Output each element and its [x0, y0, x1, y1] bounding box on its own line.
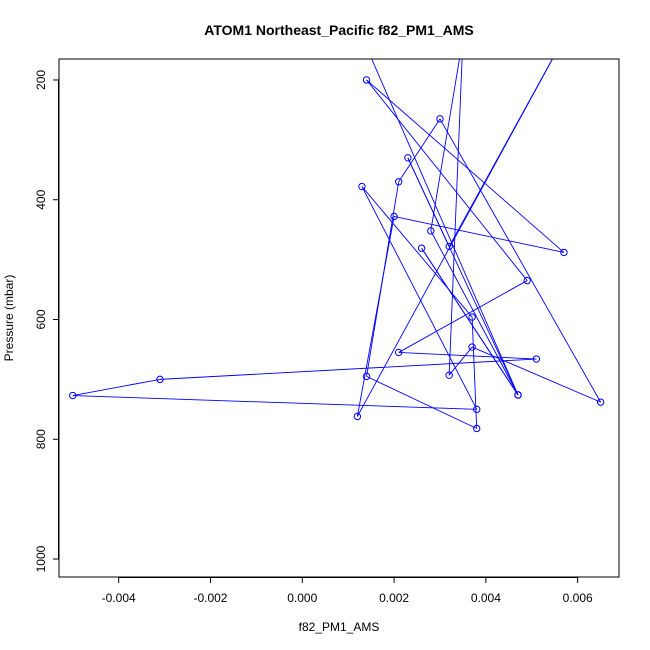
series-segment	[439, 118, 602, 403]
x-tick-label: 0.006	[563, 591, 593, 605]
series-segment	[448, 59, 463, 376]
series-segment	[393, 216, 565, 253]
data-point	[473, 405, 481, 414]
x-tick-label: 0.000	[287, 591, 317, 605]
data-point	[473, 424, 481, 433]
series-segment	[398, 118, 441, 183]
series-segment	[72, 378, 161, 396]
data-point	[362, 372, 371, 381]
series-segment	[471, 346, 601, 403]
x-axis-label: f82_PM1_AMS	[299, 620, 380, 634]
data-point	[427, 227, 435, 235]
series-segment	[398, 280, 528, 353]
y-tick-label: 600	[34, 309, 48, 329]
y-tick-label: 800	[34, 429, 48, 449]
data-point	[514, 391, 522, 399]
data-point	[468, 313, 476, 321]
y-tick-label: 200	[34, 70, 48, 90]
data-point	[445, 242, 453, 251]
series-segment	[361, 186, 478, 410]
x-tick-label: -0.004	[102, 591, 136, 605]
data-point	[394, 348, 403, 357]
series-segment	[366, 181, 400, 377]
series-segment	[407, 157, 450, 247]
axis-ticks: -0.004 -0.002 0.000 0.002 0.004 0.006 200 400 60…	[34, 70, 593, 605]
series-segment	[448, 346, 473, 376]
data-point	[353, 412, 362, 421]
data-point	[390, 212, 398, 221]
series-segment	[72, 395, 477, 410]
series-segment	[398, 351, 537, 360]
plot-area	[58, 35, 620, 578]
data-point	[404, 154, 412, 162]
series-segment	[361, 186, 473, 318]
data-point	[69, 391, 77, 400]
y-axis-label: Pressure (mbar)	[2, 275, 16, 362]
series-segment	[371, 59, 519, 396]
series-segment	[366, 79, 565, 253]
data-point	[436, 115, 444, 123]
series-segment	[430, 230, 519, 396]
y-tick-label: 1000	[34, 545, 48, 572]
data-point	[596, 398, 605, 406]
data-point	[560, 248, 568, 257]
series-segment	[356, 59, 553, 417]
data-point	[156, 375, 164, 384]
series-segment	[366, 375, 477, 429]
series-segment	[430, 59, 460, 231]
chart-title: ATOM1 Northeast_Pacific f82_PM1_AMS	[204, 22, 473, 38]
data-point	[445, 371, 453, 379]
data-point	[417, 244, 426, 252]
y-tick-label: 400	[34, 189, 48, 209]
series-segment	[471, 317, 478, 429]
series-segment	[366, 79, 528, 281]
plot-frame	[58, 58, 620, 578]
series-segment	[356, 216, 395, 417]
x-tick-label: -0.002	[193, 591, 227, 605]
data-point	[394, 178, 403, 186]
x-tick-label: 0.004	[471, 591, 501, 605]
x-tick-label: 0.002	[379, 591, 409, 605]
series-segment	[159, 358, 537, 380]
data-point	[561, 35, 567, 41]
data-point	[468, 343, 476, 351]
data-point	[532, 355, 541, 363]
series-segment	[421, 247, 519, 396]
series-layer	[69, 35, 605, 433]
data-point	[362, 76, 371, 84]
data-point	[523, 276, 531, 285]
data-point	[358, 182, 366, 191]
